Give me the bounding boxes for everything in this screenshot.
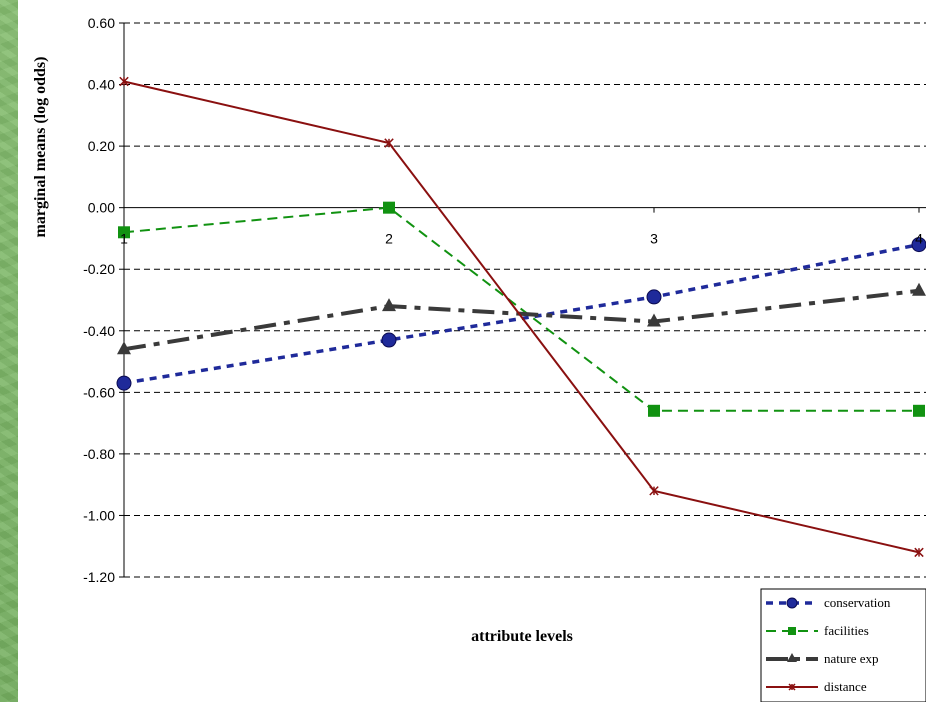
data-point	[384, 138, 394, 148]
data-point	[119, 76, 129, 87]
data-point	[117, 341, 131, 355]
gridlines	[124, 22, 926, 578]
data-point	[914, 547, 924, 558]
data-point	[116, 375, 132, 391]
series-facilities	[118, 201, 925, 417]
y-tick-label: -0.60	[83, 384, 115, 400]
series-line	[123, 288, 920, 352]
chart-panel	[18, 0, 926, 702]
y-tick-label: 0.40	[88, 77, 115, 93]
data-point	[788, 627, 796, 635]
data-point	[648, 404, 660, 417]
legend-label: nature exp	[824, 651, 879, 666]
legend-label: conservation	[824, 595, 891, 610]
y-tick-label: -0.40	[83, 323, 115, 339]
x-tick-label: 3	[650, 231, 658, 247]
data-point	[787, 653, 797, 662]
series-conservation	[116, 237, 926, 391]
data-point	[786, 597, 798, 609]
y-tick-label: -0.20	[83, 261, 115, 277]
legend-box	[760, 588, 926, 702]
legend-label: distance	[824, 679, 867, 694]
legend-label: facilities	[824, 623, 869, 638]
series-line	[123, 242, 920, 385]
y-tick-label: -1.20	[83, 569, 115, 585]
series-nature-exp	[117, 282, 926, 355]
y-tick-label: 0.60	[88, 15, 115, 31]
data-point	[649, 486, 659, 496]
data-point	[911, 237, 926, 253]
x-axis-title: attribute levels	[471, 628, 573, 645]
x-tick-label: 4	[915, 231, 923, 247]
legend-entry: conservation	[766, 595, 891, 610]
tick-labels: 0.60 0.40 0.20 0.00 -0.20 -0.40 -0.60 -0.80 -1.0…	[83, 15, 923, 585]
data-point	[381, 332, 397, 348]
series-line	[123, 80, 920, 554]
y-tick-label: 0.00	[88, 200, 115, 216]
data-point	[383, 201, 395, 214]
y-tick-label: -0.80	[83, 446, 115, 462]
series-line	[123, 206, 919, 412]
data-point	[912, 282, 926, 296]
y-axis-title: marginal means (log odds)	[32, 57, 49, 238]
legend-entry: nature exp	[766, 651, 879, 666]
data-point	[913, 404, 925, 417]
x-tick-label: 2	[385, 231, 393, 247]
series-distance	[119, 76, 924, 558]
series-lines	[116, 76, 926, 558]
data-point	[118, 226, 130, 239]
legend-entry: facilities	[766, 623, 869, 638]
y-tick-label: 0.20	[88, 138, 115, 154]
legend: conservation facilities nature exp distance	[760, 588, 926, 702]
legend-entry: distance	[766, 679, 867, 694]
axes	[119, 22, 926, 578]
data-point	[646, 289, 662, 305]
data-point	[382, 298, 396, 312]
data-point	[647, 313, 661, 327]
y-tick-label: -1.00	[83, 507, 115, 523]
x-tick-label: 1	[120, 231, 128, 247]
data-point	[788, 683, 796, 691]
